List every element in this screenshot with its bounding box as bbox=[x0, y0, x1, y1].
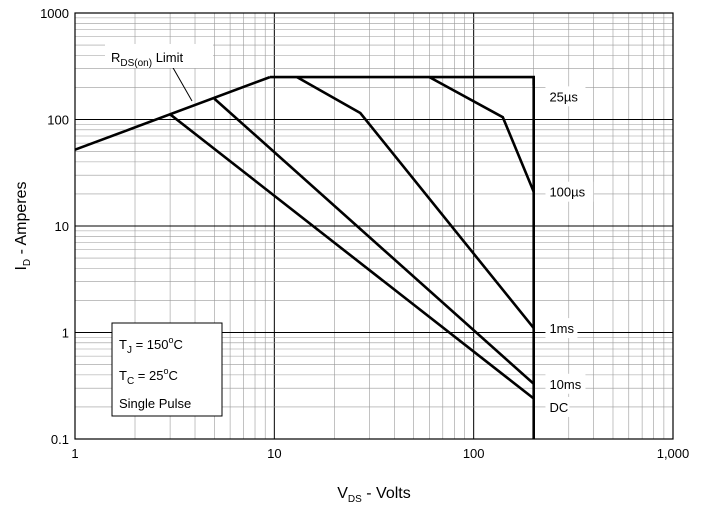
conditions-box: TJ = 150oC TC = 25oC Single Pulse bbox=[111, 322, 223, 417]
curve-label: 1ms bbox=[549, 321, 574, 336]
tc-condition: TC = 25oC bbox=[119, 366, 178, 387]
series-line-dc bbox=[169, 113, 535, 400]
curve-label-background bbox=[545, 318, 578, 339]
x-tick-label: 1 bbox=[71, 446, 78, 461]
series-line-100-s bbox=[428, 75, 535, 193]
series-group bbox=[74, 75, 536, 439]
curve-label: 10ms bbox=[549, 377, 581, 392]
series-line-rds-on-limit bbox=[74, 75, 271, 151]
y-tick-label: 1 bbox=[62, 326, 69, 341]
rds-limit-annotation: RDS(on) Limit bbox=[105, 44, 213, 102]
rds-limit-pointer bbox=[171, 65, 193, 102]
series-line-1ms bbox=[296, 75, 535, 329]
curve-label-background bbox=[545, 373, 586, 394]
curve-labels: 25µs 100µs 1ms 10ms DC bbox=[545, 86, 594, 417]
y-tick-label: 1000 bbox=[40, 6, 69, 21]
y-tick-label: 10 bbox=[55, 219, 69, 234]
x-tick-label: 100 bbox=[463, 446, 485, 461]
curve-label-background bbox=[545, 86, 586, 107]
curve-label: 100µs bbox=[549, 185, 585, 200]
rds-limit-label-background bbox=[105, 44, 213, 68]
y-tick-label: 100 bbox=[47, 113, 69, 128]
tj-condition: TJ = 150oC bbox=[119, 335, 183, 356]
curve-label-background bbox=[545, 181, 594, 202]
conditions-box-frame bbox=[111, 322, 223, 417]
series-line-10ms bbox=[213, 97, 535, 385]
x-tick-label: 10 bbox=[267, 446, 281, 461]
curve-label: 25µs bbox=[549, 89, 578, 104]
curve-label: DC bbox=[549, 400, 568, 415]
x-tick-label: 1,000 bbox=[657, 446, 690, 461]
curve-label-background bbox=[545, 396, 570, 417]
y-tick-label: 0.1 bbox=[51, 432, 69, 447]
y-axis-title: ID - Amperes bbox=[13, 181, 33, 270]
rds-limit-label: RDS(on) Limit bbox=[111, 50, 184, 69]
pulse-condition: Single Pulse bbox=[119, 396, 191, 411]
x-axis-title: VDS - Volts bbox=[337, 485, 410, 505]
plot-frame bbox=[74, 12, 674, 440]
